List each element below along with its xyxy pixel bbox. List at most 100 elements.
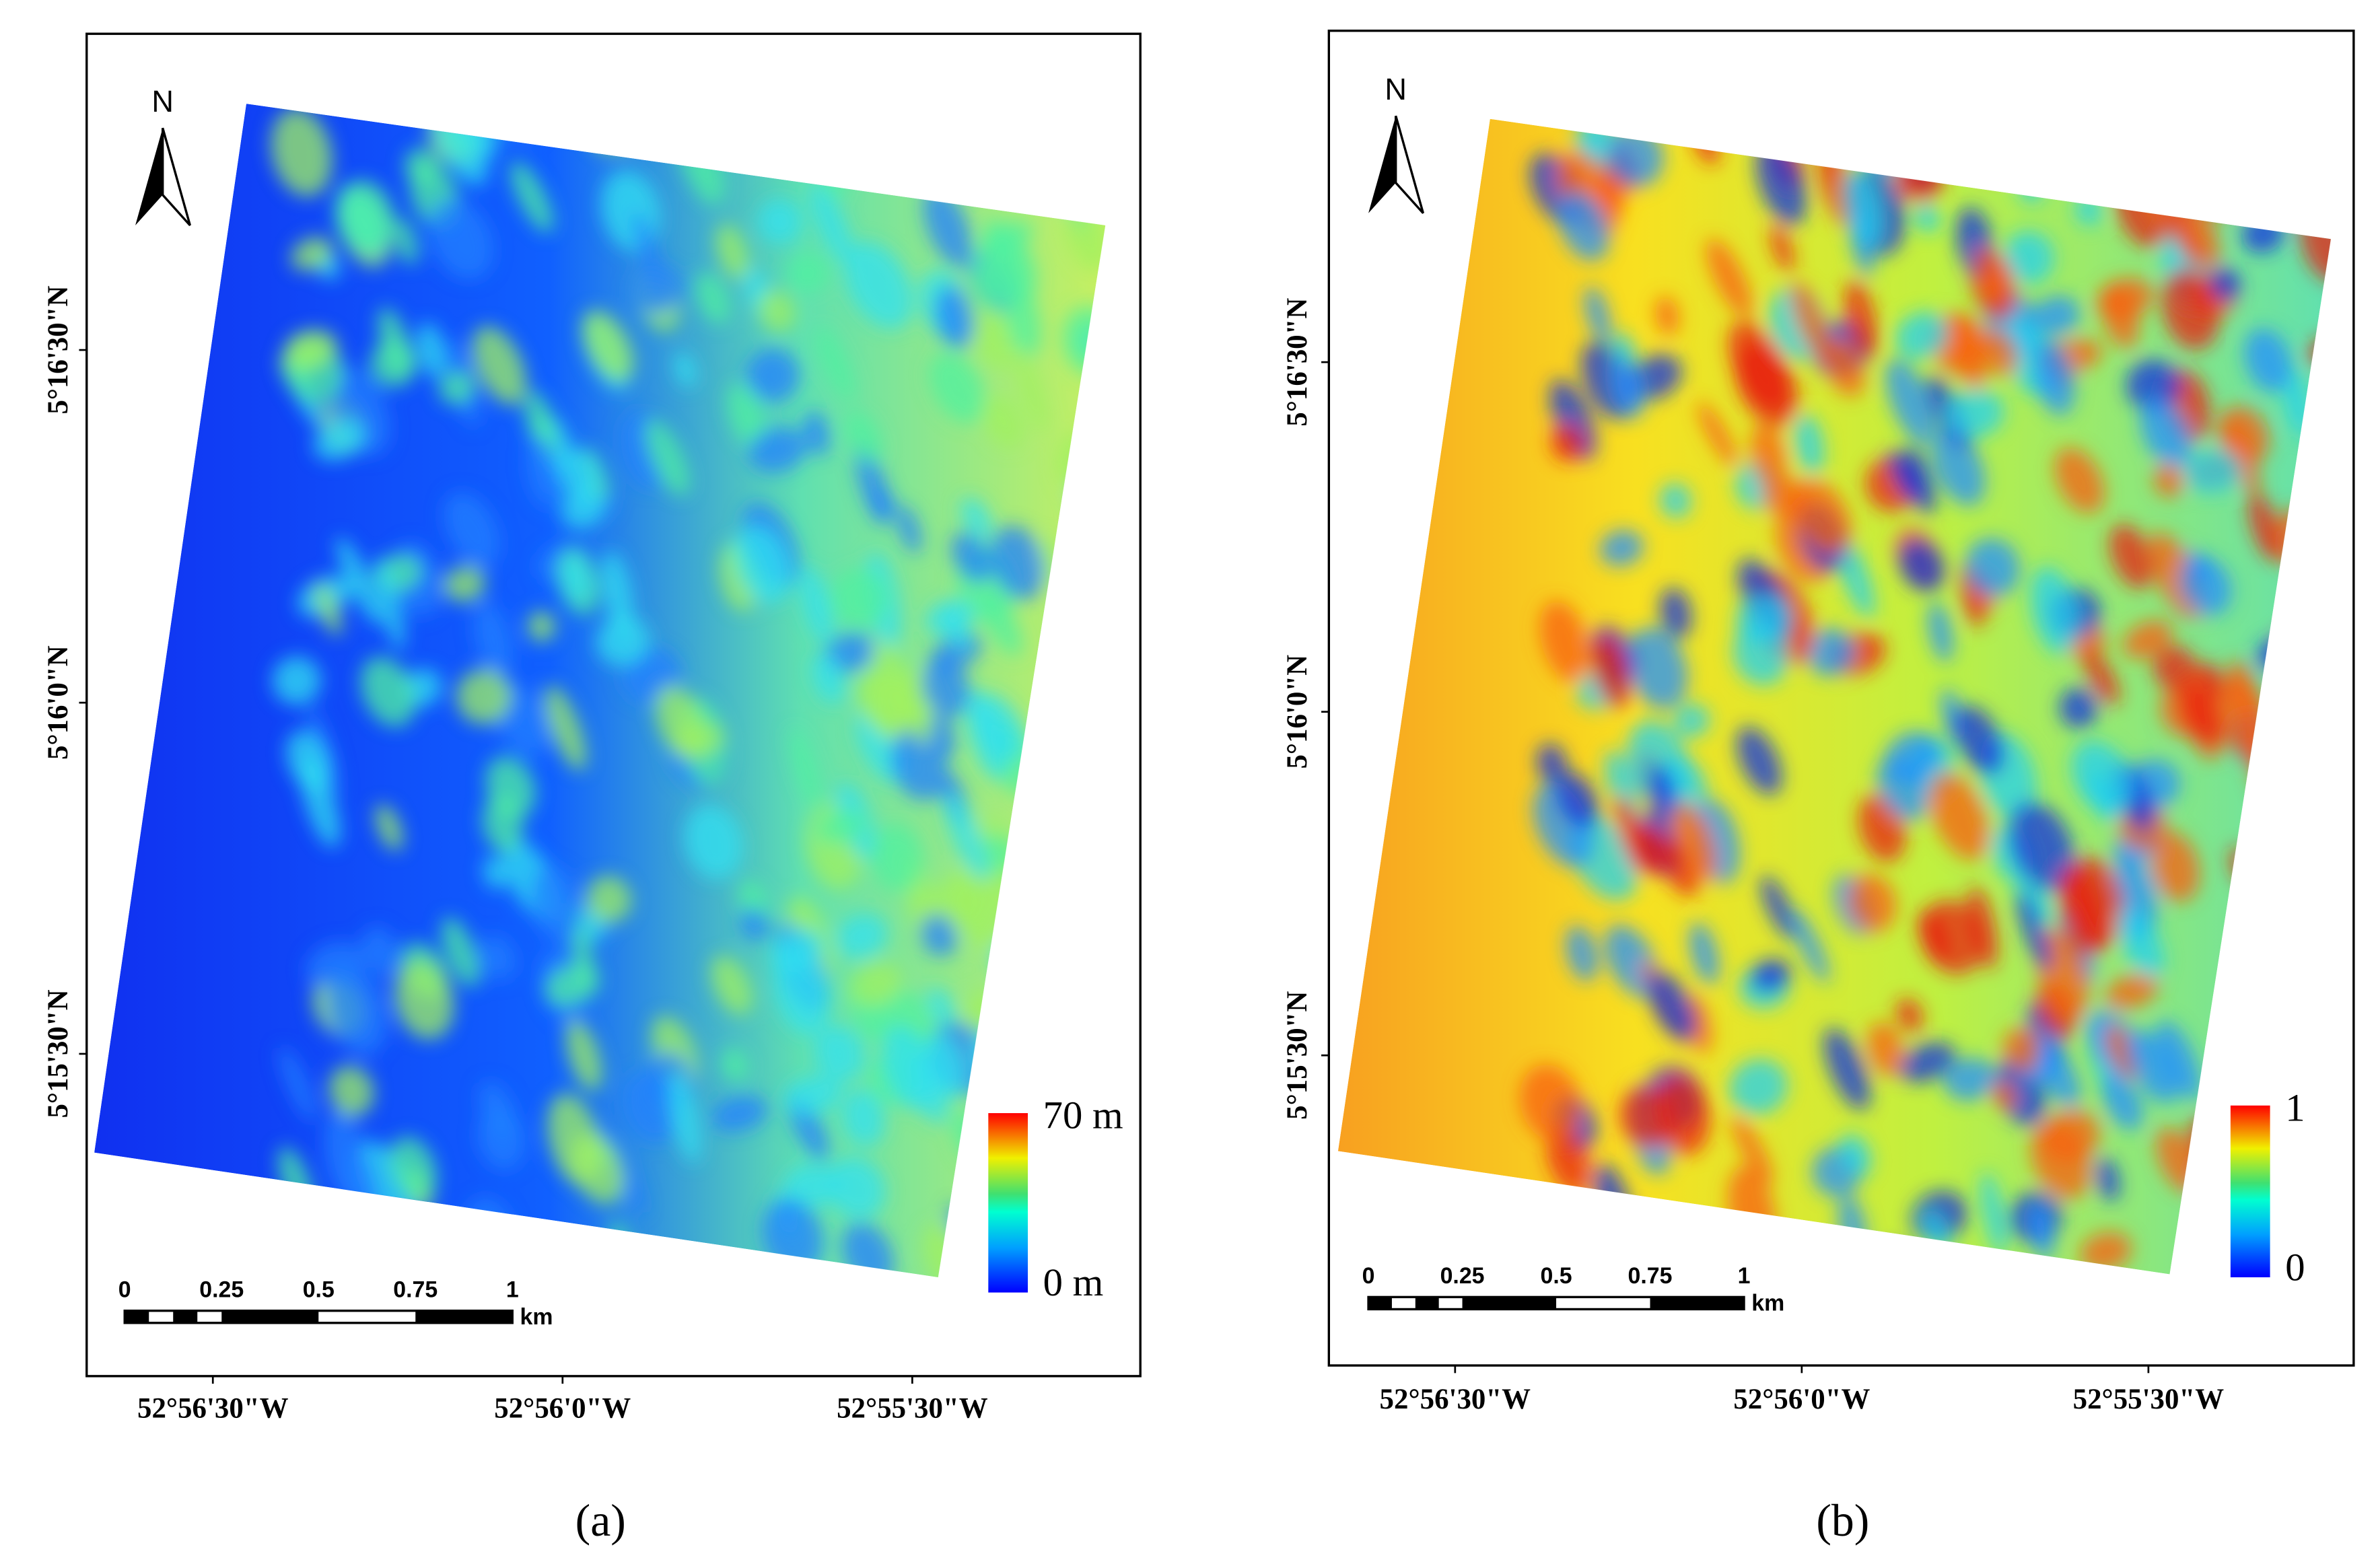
raster-blob <box>790 727 823 812</box>
raster-blob <box>1844 280 1878 359</box>
latitude-label: 5°16'0"N <box>1282 655 1313 769</box>
raster-blob <box>2002 1028 2043 1071</box>
raster-blob <box>1980 1172 2007 1256</box>
raster-blob <box>1041 147 1074 199</box>
raster-blob <box>979 590 1022 656</box>
raster-blob <box>1760 876 1796 939</box>
raster-blob <box>769 929 824 973</box>
raster-blob <box>1947 314 1988 389</box>
raster-blob <box>1632 824 1672 871</box>
raster-blob <box>438 370 475 405</box>
raster-blob <box>2088 771 2118 824</box>
raster-blob <box>2126 359 2181 412</box>
raster-blob <box>326 966 388 1056</box>
raster-blob <box>479 935 516 981</box>
raster-blob <box>1736 726 1782 795</box>
raster-blob <box>1931 427 1986 506</box>
raster-blob <box>1042 893 1084 958</box>
raster-blob <box>1604 750 1640 824</box>
raster-blob <box>1083 104 1106 191</box>
raster-blob <box>1992 1080 2017 1111</box>
raster-blob <box>1982 328 2017 377</box>
raster-blob <box>1974 247 2009 308</box>
raster-blob <box>1519 1064 1582 1142</box>
raster-blob <box>417 322 446 379</box>
raster-blob <box>1545 1125 1590 1195</box>
raster-blob <box>2109 524 2154 590</box>
raster-blob <box>803 411 830 456</box>
raster-blob <box>590 106 645 152</box>
raster-blob <box>428 199 494 280</box>
latitude-label: 5°15'30"N <box>42 989 74 1118</box>
raster-blob <box>951 532 992 583</box>
raster-blob <box>1790 281 1832 364</box>
raster-blob <box>360 656 416 727</box>
raster-blob <box>456 669 512 725</box>
raster-blob <box>1735 344 1798 427</box>
raster-blob <box>601 550 633 635</box>
legend-colorbar <box>988 1113 1028 1293</box>
scale-bar-label: 0.25 <box>1440 1263 1485 1289</box>
raster-blob <box>1020 867 1067 957</box>
raster-blob <box>2007 118 2050 173</box>
raster-blob <box>328 1065 374 1116</box>
raster-blob <box>1728 1059 1788 1115</box>
raster-blob <box>2140 398 2192 468</box>
raster-blob <box>2153 464 2184 498</box>
raster-blob <box>485 756 536 818</box>
raster-blob <box>1049 104 1095 172</box>
raster-blob <box>390 1136 438 1201</box>
raster-blob <box>927 987 955 1027</box>
raster-blob <box>2244 328 2292 392</box>
raster-blob <box>582 310 634 382</box>
raster-blob <box>279 1046 317 1122</box>
raster-blob <box>996 943 1037 978</box>
raster-blob <box>923 186 972 267</box>
raster-blob <box>2225 417 2260 497</box>
raster-blob <box>524 390 558 458</box>
raster-blob <box>1770 225 1794 272</box>
raster-blob <box>944 794 989 882</box>
raster-blob <box>336 537 383 625</box>
raster-blob <box>920 913 957 957</box>
legend-max-label: 70 m <box>1043 1094 1123 1137</box>
legend-colorbar <box>2230 1105 2270 1278</box>
raster-blob <box>930 712 956 758</box>
raster-blob <box>2184 449 2243 494</box>
raster-blob <box>973 693 1025 760</box>
latitude-label: 5°15'30"N <box>1282 991 1313 1120</box>
north-label: N <box>1385 72 1407 106</box>
raster-blob <box>815 326 855 402</box>
raster-blob <box>2008 801 2075 893</box>
raster-blob <box>473 602 514 676</box>
raster-blob <box>2059 687 2098 729</box>
raster-blob <box>1648 971 1697 1042</box>
raster-blob <box>727 383 767 450</box>
longitude-label: 52°56'0"W <box>494 1393 631 1425</box>
raster-blob <box>661 104 686 122</box>
raster-blob <box>1042 709 1096 785</box>
raster-blob <box>629 264 683 314</box>
raster-blob <box>1000 939 1057 1034</box>
longitude-label: 52°55'30"W <box>837 1393 988 1425</box>
raster-blob <box>1790 908 1829 983</box>
raster-blob <box>2096 1157 2120 1201</box>
raster-blob <box>711 955 753 1015</box>
raster-blob <box>1610 352 1645 419</box>
raster-blob <box>1735 594 1791 643</box>
scale-bar-label: 0.5 <box>303 1277 335 1302</box>
raster-blob <box>1928 601 1953 663</box>
raster-blob <box>1965 118 2000 157</box>
scale-bar-segment <box>1415 1297 1439 1310</box>
raster-blob <box>2103 1074 2143 1130</box>
north-arrow-left <box>1368 116 1396 213</box>
raster-blob <box>2036 1043 2080 1107</box>
raster-blob <box>2253 118 2298 150</box>
raster-blob <box>800 566 833 645</box>
raster-blob <box>2179 684 2223 746</box>
scale-bar-label: 0.75 <box>393 1277 438 1302</box>
raster-blob <box>2059 118 2105 168</box>
raster-blob <box>2002 230 2054 285</box>
